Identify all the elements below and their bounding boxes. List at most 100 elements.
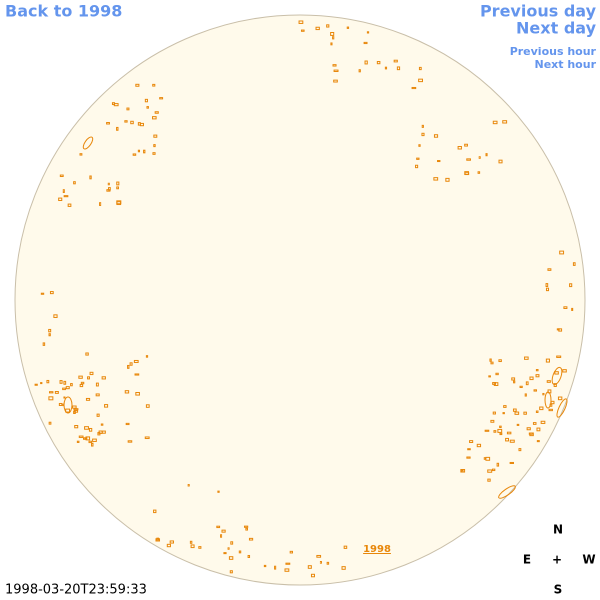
contour <box>421 124 424 128</box>
contour <box>82 136 94 150</box>
contour <box>393 59 398 63</box>
contour <box>415 164 419 169</box>
contour <box>553 383 557 387</box>
year-link[interactable]: 1998 <box>363 544 391 555</box>
contour <box>476 443 482 448</box>
contour <box>245 527 248 531</box>
contour <box>502 412 505 415</box>
contour <box>513 380 516 384</box>
contour <box>70 383 73 387</box>
contour <box>539 406 544 411</box>
contour <box>100 423 104 426</box>
contour <box>492 411 496 415</box>
contour <box>518 448 522 452</box>
contour <box>343 545 348 549</box>
contour <box>502 120 508 124</box>
contour <box>107 182 110 186</box>
contour <box>155 538 161 542</box>
contour <box>490 361 494 365</box>
contour <box>346 26 350 29</box>
contour <box>384 66 388 70</box>
contour <box>562 369 567 373</box>
contour <box>143 149 146 154</box>
contour <box>499 425 502 428</box>
contour <box>366 31 370 34</box>
contour <box>488 375 491 378</box>
contour <box>457 146 462 150</box>
contour <box>418 78 423 83</box>
contour <box>48 391 54 394</box>
next-day-link[interactable]: Next day <box>516 19 597 38</box>
contour <box>492 382 497 385</box>
contour <box>418 144 421 147</box>
contour <box>523 411 527 415</box>
contour <box>496 462 500 467</box>
previous-day-link[interactable]: Previous day <box>480 2 597 21</box>
contour <box>315 26 320 31</box>
contour <box>198 546 202 549</box>
contour <box>73 410 76 414</box>
contour <box>489 358 492 362</box>
contour <box>492 468 496 472</box>
contour <box>376 61 381 65</box>
contour <box>125 422 130 426</box>
contour <box>546 380 551 383</box>
contour <box>223 552 227 555</box>
contour <box>156 537 160 541</box>
contour <box>547 268 552 271</box>
contour <box>230 541 234 545</box>
contour <box>478 156 481 159</box>
contour <box>498 485 516 499</box>
contour <box>316 554 322 558</box>
timestamp: 1998-03-20T23:59:33 <box>5 583 147 598</box>
contour <box>129 362 133 366</box>
contour <box>421 132 425 137</box>
contour <box>84 426 89 430</box>
contour <box>524 393 527 397</box>
solar-disk <box>14 14 586 586</box>
contour <box>505 437 509 442</box>
contour <box>46 379 50 384</box>
contour <box>72 405 77 409</box>
contour <box>62 403 65 407</box>
contour <box>569 283 573 288</box>
contour <box>437 160 441 163</box>
contour <box>535 374 540 378</box>
back-link[interactable]: Back to 1998 <box>5 2 122 21</box>
contour <box>139 122 144 127</box>
contour <box>62 387 66 391</box>
contour <box>144 98 148 103</box>
contour <box>433 177 439 181</box>
contour <box>145 404 150 408</box>
contour <box>73 408 79 411</box>
contour <box>445 177 450 182</box>
contour <box>483 457 486 460</box>
contour <box>467 448 471 451</box>
contour <box>532 422 537 425</box>
next-hour-link[interactable]: Next hour <box>535 58 597 71</box>
contour <box>65 408 71 413</box>
contour <box>559 250 565 255</box>
contour <box>497 428 503 433</box>
contour <box>509 439 515 443</box>
contour <box>289 550 293 554</box>
contour <box>63 195 69 198</box>
contour <box>65 386 70 390</box>
contour <box>284 568 290 572</box>
contour <box>248 537 254 541</box>
contour <box>221 529 226 533</box>
contour <box>307 565 312 569</box>
contour <box>333 69 339 72</box>
contour <box>127 364 130 369</box>
previous-hour-link[interactable]: Previous hour <box>510 45 597 58</box>
contour <box>95 393 100 397</box>
contour <box>58 402 63 406</box>
contour <box>227 547 230 550</box>
contour <box>545 358 550 363</box>
contour <box>111 102 116 106</box>
contour <box>80 381 85 385</box>
contour <box>59 174 64 178</box>
contour <box>550 400 555 405</box>
contour <box>490 419 495 423</box>
contour <box>133 359 139 363</box>
